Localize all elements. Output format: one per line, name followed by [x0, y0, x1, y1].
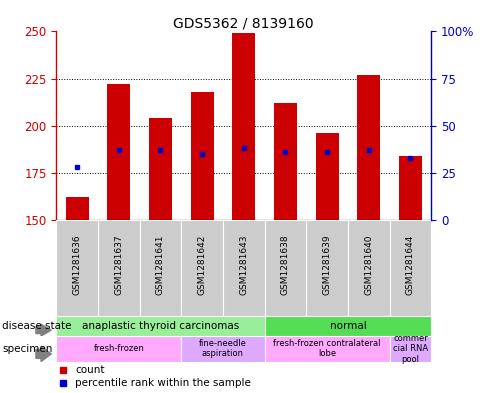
- Bar: [140, 220, 181, 316]
- Text: specimen: specimen: [2, 344, 53, 354]
- Text: normal: normal: [329, 321, 366, 331]
- Bar: [390, 336, 431, 362]
- Text: count: count: [75, 365, 105, 375]
- Bar: [274, 103, 297, 220]
- Bar: [265, 220, 306, 316]
- Text: GSM1281643: GSM1281643: [239, 235, 248, 295]
- Text: GSM1281637: GSM1281637: [114, 235, 123, 295]
- Bar: [306, 220, 348, 316]
- Bar: [357, 75, 380, 220]
- Text: commer
cial RNA
pool: commer cial RNA pool: [393, 334, 428, 364]
- Bar: [399, 156, 422, 220]
- Bar: [316, 133, 339, 220]
- Bar: [390, 220, 431, 316]
- Text: GSM1281644: GSM1281644: [406, 235, 415, 295]
- Bar: [181, 220, 223, 316]
- Text: GSM1281638: GSM1281638: [281, 235, 290, 295]
- Bar: [56, 220, 98, 316]
- Text: anaplastic thyroid carcinomas: anaplastic thyroid carcinomas: [82, 321, 239, 331]
- Text: GSM1281639: GSM1281639: [322, 235, 332, 295]
- Text: GSM1281642: GSM1281642: [197, 235, 207, 295]
- Bar: [149, 118, 172, 220]
- Text: percentile rank within the sample: percentile rank within the sample: [75, 378, 251, 387]
- Bar: [66, 197, 89, 220]
- Bar: [223, 220, 265, 316]
- Bar: [265, 336, 390, 362]
- Text: GSM1281636: GSM1281636: [73, 235, 82, 295]
- Title: GDS5362 / 8139160: GDS5362 / 8139160: [173, 16, 314, 30]
- Bar: [181, 336, 265, 362]
- Text: GSM1281640: GSM1281640: [364, 235, 373, 295]
- Text: fresh-frozen contralateral
lobe: fresh-frozen contralateral lobe: [273, 339, 381, 358]
- FancyArrow shape: [36, 324, 51, 336]
- FancyArrow shape: [36, 346, 51, 362]
- Bar: [191, 92, 214, 220]
- Text: GSM1281641: GSM1281641: [156, 235, 165, 295]
- Bar: [98, 220, 140, 316]
- Text: disease state: disease state: [2, 321, 72, 331]
- Bar: [56, 316, 265, 336]
- Bar: [56, 336, 181, 362]
- Bar: [265, 316, 431, 336]
- Text: fresh-frozen: fresh-frozen: [94, 344, 144, 353]
- Bar: [107, 84, 130, 220]
- Bar: [232, 33, 255, 220]
- Text: fine-needle
aspiration: fine-needle aspiration: [199, 339, 247, 358]
- Bar: [348, 220, 390, 316]
